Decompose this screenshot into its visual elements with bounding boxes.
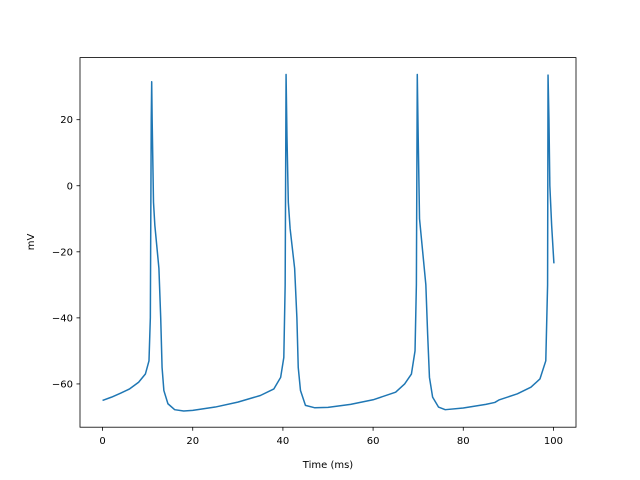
y-tick-label: 20 (60, 115, 73, 126)
x-tick-label: 60 (367, 436, 380, 447)
plot-frame (79, 57, 577, 428)
x-tick-label: 0 (99, 436, 105, 447)
y-tick-label: −40 (52, 313, 73, 324)
y-tick-label: 0 (67, 181, 73, 192)
line (102, 73, 555, 412)
y-axis-label: mV (26, 234, 37, 251)
x-tick-label: 100 (544, 436, 563, 447)
y-tick-label: −20 (52, 247, 73, 258)
x-tick-label: 40 (277, 436, 290, 447)
x-axis-label: Time (ms) (302, 460, 354, 471)
y-tick-label: −60 (52, 379, 73, 390)
x-tick-label: 20 (186, 436, 199, 447)
x-tick-label: 80 (457, 436, 470, 447)
